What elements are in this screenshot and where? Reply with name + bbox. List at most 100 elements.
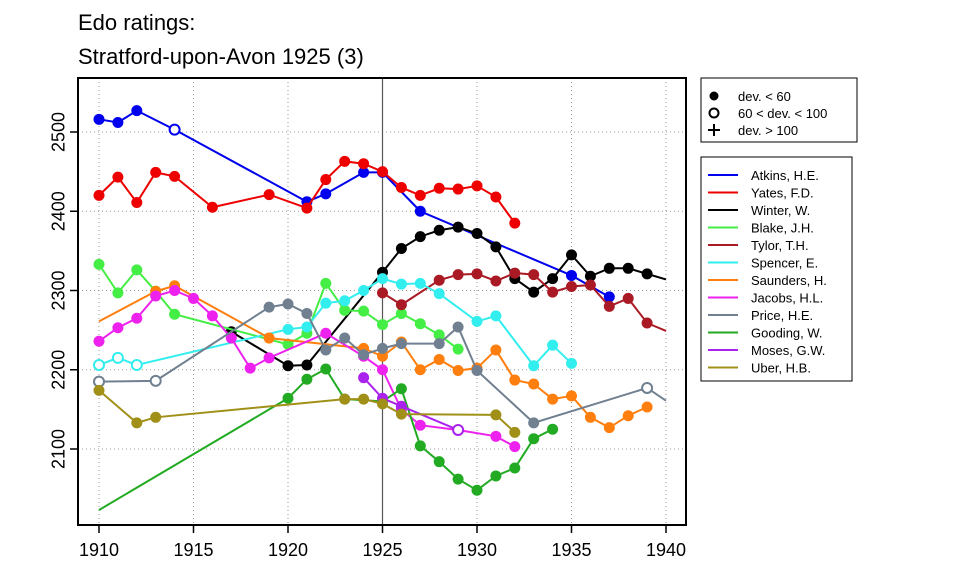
data-point <box>339 155 351 167</box>
data-point <box>358 158 370 170</box>
data-point <box>395 383 407 395</box>
data-point <box>414 318 426 330</box>
data-point <box>509 441 521 453</box>
legend-entry: Jacobs, H.L. <box>751 291 823 306</box>
data-point <box>93 358 105 371</box>
data-point <box>528 417 540 429</box>
data-point <box>320 188 332 200</box>
data-point <box>603 291 615 303</box>
series-line <box>98 389 516 434</box>
data-point <box>490 191 502 203</box>
data-point <box>93 113 105 125</box>
series-line <box>98 109 610 298</box>
data-point <box>603 262 615 274</box>
data-point <box>263 352 275 364</box>
data-point <box>377 166 388 178</box>
data-point <box>244 362 256 374</box>
data-point <box>93 189 105 201</box>
data-point <box>528 433 540 445</box>
data-point <box>566 390 577 402</box>
data-point <box>320 297 332 309</box>
data-point <box>377 287 388 299</box>
filled-circle-icon <box>709 91 719 101</box>
legend-entry: Price, H.E. <box>751 308 813 323</box>
x-tick-label: 1930 <box>457 540 497 560</box>
data-point <box>131 197 143 209</box>
data-point <box>149 374 162 387</box>
data-point <box>490 409 502 421</box>
data-point <box>358 349 370 361</box>
data-point <box>641 381 654 394</box>
data-point <box>150 411 162 423</box>
data-point <box>414 205 426 217</box>
data-point <box>150 166 162 178</box>
data-point <box>490 241 502 253</box>
data-point <box>339 304 351 316</box>
data-point <box>414 364 426 376</box>
data-point <box>509 374 521 386</box>
marker-legend-label: dev. > 100 <box>738 123 798 138</box>
legend-entry: Winter, W. <box>751 203 810 218</box>
data-point <box>168 123 181 136</box>
series-legend-box <box>700 156 853 382</box>
y-tick-label: 2400 <box>48 191 68 231</box>
data-point <box>471 315 483 327</box>
data-point <box>339 393 351 405</box>
data-point <box>471 484 483 496</box>
data-point <box>433 353 445 365</box>
data-point <box>395 408 407 420</box>
data-point <box>130 358 143 371</box>
data-point <box>566 269 577 281</box>
data-point <box>169 170 181 182</box>
data-point <box>112 287 124 299</box>
data-point <box>641 317 653 329</box>
data-point <box>169 285 181 296</box>
data-point <box>282 360 294 372</box>
data-point <box>414 440 426 452</box>
data-point <box>509 217 521 229</box>
chart-subtitle: Stratford-upon-Avon 1925 (3) <box>78 44 364 69</box>
data-point <box>131 105 143 117</box>
data-point <box>414 419 426 431</box>
x-tick-label: 1935 <box>551 540 591 560</box>
data-point <box>509 462 521 474</box>
series-line <box>98 367 554 511</box>
data-point <box>433 182 445 194</box>
data-point <box>112 171 124 183</box>
series-group <box>93 105 667 511</box>
data-point <box>471 180 483 192</box>
data-point <box>206 310 218 322</box>
legend-entry: Saunders, H. <box>751 273 827 288</box>
legend-entry: Spencer, E. <box>751 256 818 271</box>
data-point <box>339 295 351 307</box>
legend-entry: Moses, G.W. <box>751 343 825 358</box>
data-point <box>93 384 105 396</box>
data-point <box>509 267 521 279</box>
data-point <box>414 277 426 289</box>
data-point <box>377 319 388 331</box>
series-legend: Atkins, H.E. Yates, F.D. Winter, W. Blake, … <box>700 156 853 382</box>
data-point <box>414 231 426 243</box>
data-point <box>622 262 634 274</box>
data-point <box>452 321 464 333</box>
data-point <box>395 338 407 350</box>
data-point <box>358 393 370 405</box>
series-line <box>98 302 667 424</box>
data-point <box>150 290 162 302</box>
data-point <box>566 249 577 261</box>
data-point <box>509 426 521 438</box>
data-point <box>452 423 465 436</box>
y-tick-label: 2200 <box>48 350 68 390</box>
data-point <box>358 372 370 384</box>
data-point <box>452 365 464 377</box>
data-point <box>377 273 388 285</box>
data-point <box>263 301 275 313</box>
data-point <box>547 339 559 351</box>
data-point <box>131 417 143 429</box>
data-point <box>528 269 540 281</box>
data-point <box>112 116 124 128</box>
legend-entry: Atkins, H.E. <box>751 168 819 183</box>
x-tick-label: 1925 <box>362 540 402 560</box>
data-point <box>225 332 237 344</box>
